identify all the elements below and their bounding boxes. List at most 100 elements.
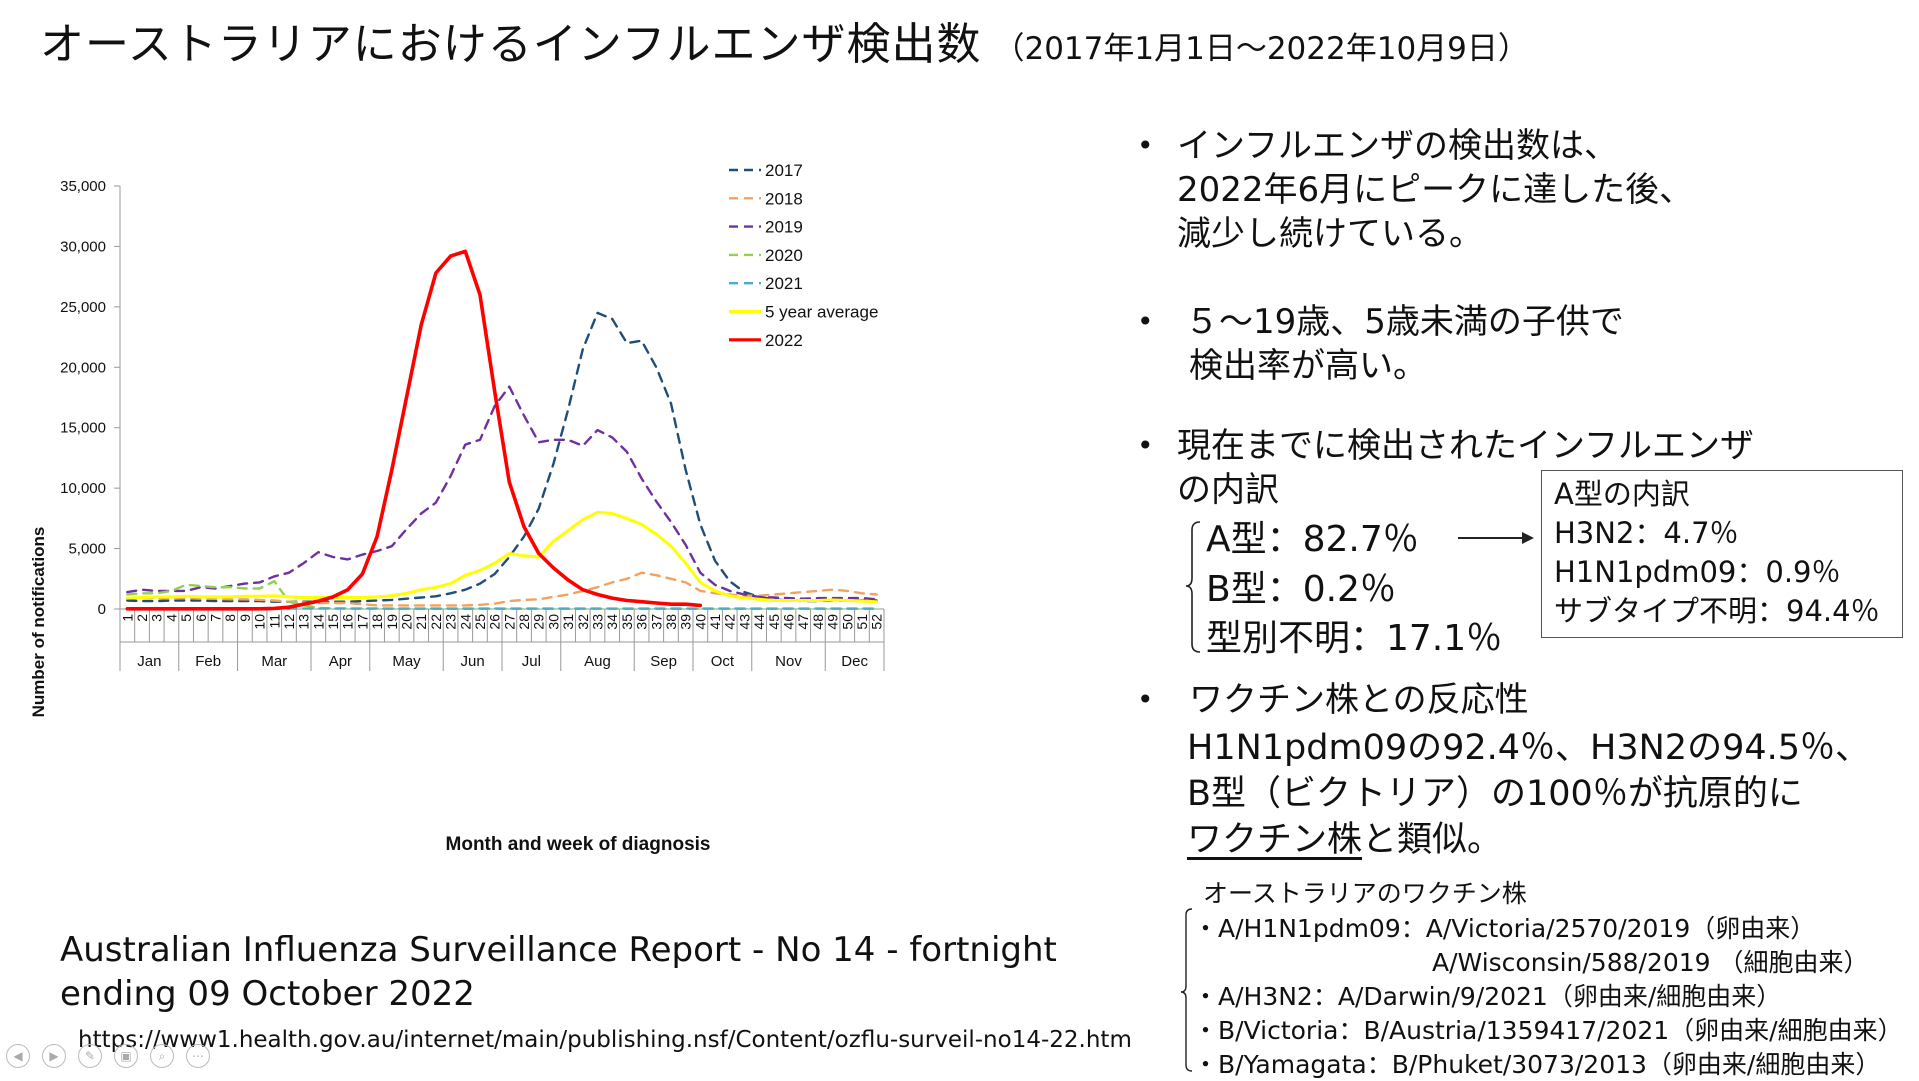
breakdown-bracket — [1186, 521, 1201, 653]
month-label: May — [392, 653, 421, 670]
x-week-label: 25 — [472, 614, 488, 630]
a-box-line-3: サブタイプ不明：94.4％ — [1554, 594, 1880, 628]
x-week-label: 7 — [208, 614, 224, 622]
y-tick-label: 20,000 — [60, 359, 106, 376]
x-week-label: 26 — [487, 614, 503, 630]
search-icon[interactable]: ⌕ — [150, 1044, 174, 1068]
source-citation: Australian Influenza Surveillance Report… — [60, 928, 1057, 1016]
bullet-2-line-2: 検出率が高い。 — [1189, 346, 1427, 386]
y-tick-label: 10,000 — [60, 480, 106, 497]
legend-label: 2017 — [765, 161, 803, 180]
a-subtype-box: A型の内訳 H3N2：4.7％ H1N1pdm09：0.9％ サブタイプ不明：9… — [1541, 470, 1903, 638]
vaccine-line-1: ・A/H1N1pdm09：A/Victoria/2570/2019（卵由来） — [1193, 914, 1816, 943]
vaccine-line-2: A/Wisconsin/588/2019 （細胞由来） — [1432, 948, 1869, 977]
vaccine-strain-term: ワクチン株 — [1187, 820, 1363, 860]
x-week-label: 46 — [781, 614, 797, 630]
bullet-4-line-2: H1N1pdm09の92.4％、H3N2の94.5％、 — [1187, 728, 1870, 768]
month-label: Jan — [137, 653, 161, 670]
x-week-label: 15 — [325, 614, 341, 630]
x-week-label: 40 — [692, 614, 708, 630]
x-week-label: 49 — [825, 614, 841, 630]
x-week-label: 17 — [354, 614, 370, 630]
month-label: Dec — [841, 653, 868, 670]
bullet-dot: • — [1137, 305, 1154, 338]
x-week-label: 33 — [590, 614, 606, 630]
x-week-label: 20 — [399, 614, 415, 630]
y-tick-label: 15,000 — [60, 420, 106, 437]
bullet-4-line-3: B型（ビクトリア）の100％が抗原的に — [1187, 774, 1803, 814]
x-week-label: 24 — [457, 614, 473, 630]
bullet-4-line-4: と類似。 — [1362, 820, 1503, 860]
pen-icon[interactable]: ✎ — [78, 1044, 102, 1068]
x-week-label: 14 — [310, 614, 326, 630]
a-box-line-2: H1N1pdm09：0.9％ — [1554, 555, 1841, 589]
month-label: Feb — [195, 653, 221, 670]
x-week-label: 8 — [222, 614, 238, 622]
more-icon[interactable]: ⋯ — [186, 1044, 210, 1068]
bullet-3: • 現在までに検出されたインフルエンザ の内訳 — [1137, 424, 1754, 512]
bullet-4-line-1: ワクチン株との反応性 — [1189, 680, 1529, 720]
y-axis-label: Number of notifications — [29, 527, 48, 718]
x-week-label: 5 — [178, 614, 194, 622]
month-label: Jun — [461, 653, 485, 670]
title-main: オーストラリアにおけるインフルエンザ検出数 — [40, 19, 982, 70]
x-week-label: 36 — [634, 614, 650, 630]
a-box-title: A型の内訳 — [1554, 477, 1690, 511]
x-week-label: 47 — [795, 614, 811, 630]
x-week-label: 23 — [443, 614, 459, 630]
vaccine-line-3: ・A/H3N2：A/Darwin/9/2021（卵由来/細胞由来） — [1193, 982, 1782, 1011]
x-week-label: 41 — [707, 614, 723, 630]
series-line-2019 — [126, 385, 878, 601]
x-week-label: 37 — [648, 614, 664, 630]
x-week-label: 12 — [281, 614, 297, 630]
bullet-4: • ワクチン株との反応性 — [1137, 678, 1529, 722]
bullet-2-line-1: ５～19歳、5歳未満の子供で — [1185, 302, 1624, 342]
legend-label: 2022 — [765, 331, 803, 350]
x-week-label: 45 — [766, 614, 782, 630]
x-week-label: 30 — [545, 614, 561, 630]
bullet-dot: • — [1137, 683, 1154, 716]
bullet-1: • インフルエンザの検出数は、 2022年6月にピークに達した後、 減少し続けて… — [1137, 124, 1694, 256]
prev-icon[interactable]: ◀ — [6, 1044, 30, 1068]
legend-label: 2021 — [765, 274, 803, 293]
bullet-3-line-1: 現在までに検出されたインフルエンザ — [1177, 426, 1754, 466]
series-line-5-year-average — [125, 510, 879, 604]
next-icon[interactable]: ▶ — [42, 1044, 66, 1068]
x-week-label: 34 — [604, 614, 620, 630]
series-line-2022 — [125, 249, 703, 611]
x-week-label: 13 — [296, 614, 312, 630]
bullet-1-line-1: インフルエンザの検出数は、 — [1177, 126, 1618, 166]
x-axis-label: Month and week of diagnosis — [446, 834, 711, 855]
y-tick-label: 25,000 — [60, 299, 106, 316]
y-tick-label: 5,000 — [68, 541, 106, 558]
x-week-label: 31 — [560, 614, 576, 630]
x-week-label: 21 — [413, 614, 429, 630]
page-title: オーストラリアにおけるインフルエンザ検出数 （2017年1月1日～2022年10月… — [40, 8, 1529, 72]
month-label: Oct — [711, 653, 735, 670]
slides-icon[interactable]: ▣ — [114, 1044, 138, 1068]
vaccine-heading: オーストラリアのワクチン株 — [1203, 879, 1527, 908]
x-week-label: 2 — [134, 614, 150, 622]
a-box-line-1: H3N2：4.7％ — [1554, 516, 1739, 550]
x-week-label: 43 — [736, 614, 752, 630]
x-week-label: 42 — [722, 614, 738, 630]
y-tick-label: 35,000 — [60, 178, 106, 195]
source-url[interactable]: https://www1.health.gov.au/internet/main… — [78, 1027, 1132, 1053]
x-week-label: 38 — [663, 614, 679, 630]
x-week-label: 3 — [149, 614, 165, 622]
arrow-right-icon — [1458, 532, 1534, 544]
x-week-label: 22 — [428, 614, 444, 630]
vaccine-line-5: ・B/Yamagata：B/Phuket/3073/2013（卵由来/細胞由来） — [1193, 1050, 1881, 1079]
bullet-3-line-2: の内訳 — [1177, 470, 1279, 510]
x-week-label: 1 — [119, 614, 135, 622]
legend-label: 2019 — [765, 218, 803, 237]
month-label: Sep — [650, 653, 677, 670]
x-week-label: 18 — [369, 614, 385, 630]
month-label: Aug — [584, 653, 611, 670]
title-sub: （2017年1月1日～2022年10月9日） — [993, 31, 1529, 67]
x-week-label: 28 — [516, 614, 532, 630]
bullet-1-line-2: 2022年6月にピークに達した後、 — [1177, 170, 1694, 210]
x-week-label: 27 — [501, 614, 517, 630]
x-week-label: 11 — [266, 614, 282, 629]
x-week-label: 44 — [751, 614, 767, 630]
